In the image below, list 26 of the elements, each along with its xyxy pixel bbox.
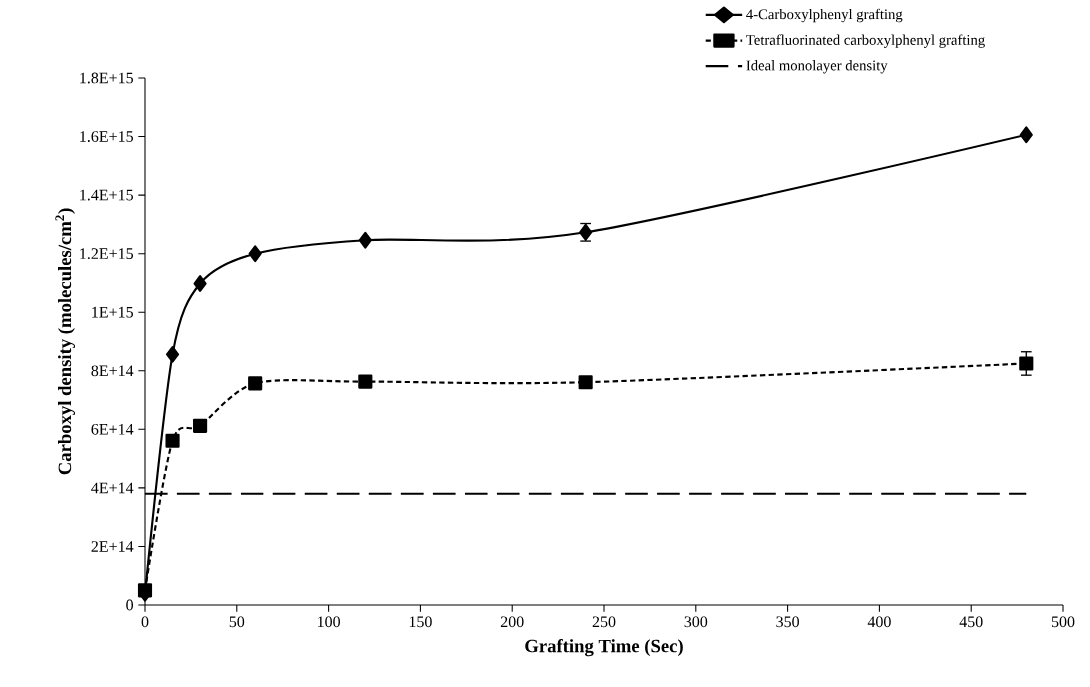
x-tick-label: 50 [229,616,245,628]
y-tick-label: 0 [126,599,134,611]
x-tick-label: 200 [500,616,524,628]
x-tick-label: 100 [318,616,340,628]
y-axis-title: Carboxyl density (molecules/cm$^{2}$) [55,208,76,475]
x-tick-label: 300 [684,616,708,628]
y-tick-label: 1.6E+15 [80,131,134,142]
y-tick-label: 1.2E+15 [80,248,134,260]
y-tick-label: 1.8E+15 [80,72,134,84]
x-tick-label: 0 [141,616,149,628]
x-tick-label: 350 [776,616,799,628]
x-tick-label: 150 [409,616,432,628]
x-tick-label: 250 [592,616,616,628]
x-axis-title: Grafting Time (Sec) [525,638,683,657]
x-tick-label: 500 [1051,616,1075,628]
y-tick-label: 4E+14 [91,482,134,494]
y-tick-label: 8E+14 [91,365,134,377]
x-tick-label: 450 [959,616,983,628]
legend-label: Tetrafluorinated carboxylphenyl grafting [746,34,985,48]
y-tick-label: 2E+14 [91,541,134,552]
y-tick-label: 6E+14 [91,423,134,435]
y-tick-label: 1E+15 [92,306,134,318]
legend-label: Ideal monolayer density [746,60,888,74]
y-tick-label: 1.4E+15 [80,189,134,201]
x-tick-label: 400 [867,616,891,628]
legend-label: 4-Carboxylphenyl grafting [746,8,903,23]
